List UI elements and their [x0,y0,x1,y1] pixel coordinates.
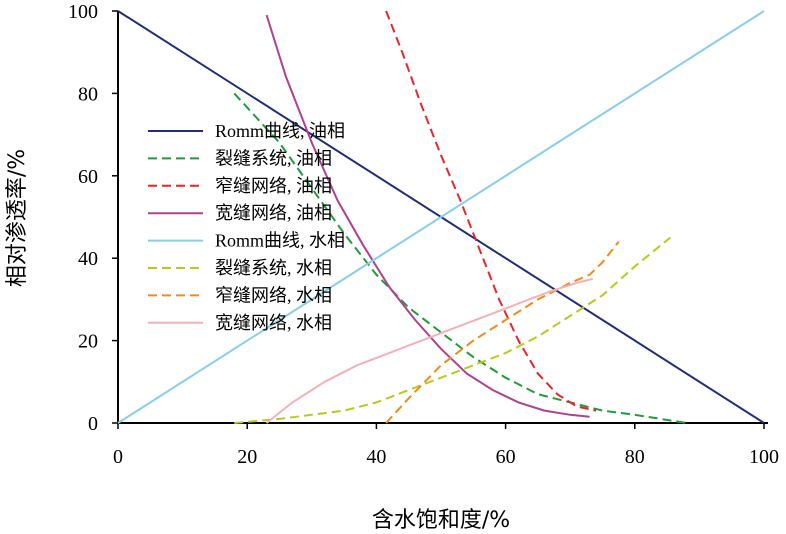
series-line-1 [233,92,687,424]
y-tick-label: 40 [78,248,98,270]
legend-label-4: Romm曲线, 水相 [215,231,345,251]
y-axis-title: 相对渗透率/% [5,149,30,287]
x-tick-label: 80 [625,446,645,468]
series-line-5 [234,236,671,424]
series-line-3 [265,14,590,418]
x-tick-label: 40 [366,446,386,468]
legend-label-7: 宽缝网络, 水相 [215,313,332,333]
legend-label-1: 裂缝系统, 油相 [215,148,332,168]
series-line-7 [265,277,594,424]
series-line-4 [117,10,765,424]
legend-label-3: 宽缝网络, 油相 [215,203,332,223]
x-tick-label: 60 [496,446,516,468]
y-tick-label: 60 [78,166,98,188]
x-tick-label: 100 [749,446,779,468]
series-line-6 [385,241,620,424]
x-tick-label: 20 [237,446,257,468]
y-tick-label: 100 [68,1,98,23]
legend-label-2: 窄缝网络, 油相 [215,176,332,196]
axes: 0 20 40 60 80 100 0 20 40 60 80 100 [68,1,779,468]
legend-label-0: Romm曲线, 油相 [215,121,345,141]
legend-label-6: 窄缝网络, 水相 [215,285,332,305]
legend-label-5: 裂缝系统, 水相 [215,258,332,278]
y-tick-label: 0 [88,413,98,435]
y-tick-label: 80 [78,83,98,105]
series-line-2 [385,10,597,412]
x-tick-label: 0 [113,446,123,468]
x-axis-title: 含水饱和度/% [372,508,510,533]
y-tick-label: 20 [78,331,98,353]
series-layer [117,10,765,424]
